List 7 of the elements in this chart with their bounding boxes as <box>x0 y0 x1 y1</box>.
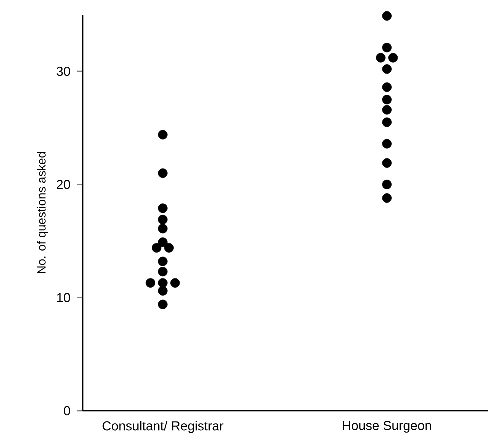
y-axis-title: No. of questions asked <box>37 152 48 274</box>
y-tick-label: 0 <box>64 406 70 416</box>
x-tick-label: House Surgeon <box>343 421 432 433</box>
x-tick-label: Consultant/ Registrar <box>102 421 224 434</box>
y-tick-label: 10 <box>57 293 70 302</box>
y-tick-label: 20 <box>57 180 70 190</box>
y-tick-label: 30 <box>56 66 70 76</box>
